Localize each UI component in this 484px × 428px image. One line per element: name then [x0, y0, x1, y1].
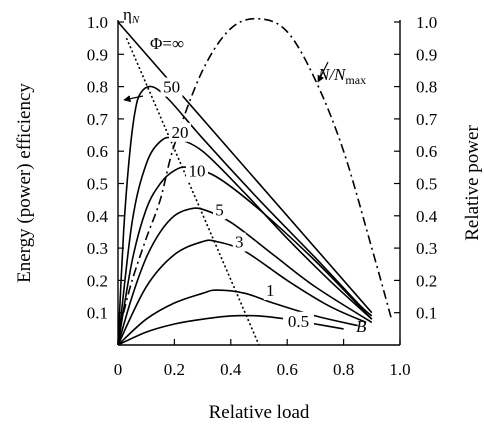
- series-50: [117, 85, 373, 346]
- y-tick-label-right: 0.5: [416, 175, 437, 194]
- phi-infinity-label: Φ=∞: [150, 34, 184, 53]
- curve-label-bg: [263, 281, 277, 301]
- y-ticks-left: 0.1 0.2 0.3 0.4 0.5 0.6 0.7 0.8 0.9 1.0: [87, 13, 124, 323]
- curve-label-50: 50: [163, 78, 180, 97]
- x-ticks: 0 0.2 0.4 0.6 0.8 1.0: [114, 339, 411, 379]
- curve-label-0-5: 0.5: [288, 312, 309, 331]
- series-layer: [117, 17, 393, 346]
- y-tick-label-left: 0.4: [87, 207, 109, 226]
- y-tick-label-right: 1.0: [416, 13, 437, 32]
- relative-power-arrow: [317, 61, 329, 83]
- y-tick-label-right: 0.7: [416, 110, 438, 129]
- series-1: [117, 289, 358, 346]
- y-axis-title-left: Energy (power) efficiency: [14, 83, 35, 283]
- y-tick-label-right: 0.8: [416, 78, 437, 97]
- y-tick-label-left: 0.6: [87, 142, 108, 161]
- y-axis-title-right: Relative power: [462, 125, 483, 241]
- curve-label-bg: [213, 200, 227, 220]
- curve-label-10: 10: [188, 162, 205, 181]
- fifty-curve-arrow: [123, 95, 144, 103]
- x-axis-title: Relative load: [209, 402, 310, 423]
- curve-label-bg: [232, 232, 246, 252]
- curve-label-bg: [169, 122, 192, 142]
- y-tick-label-right: 0.2: [416, 271, 437, 290]
- x-tick-label: 1.0: [389, 360, 410, 379]
- curve-label-bg: [282, 311, 314, 331]
- curve-label-5: 5: [215, 200, 224, 219]
- series-n: [125, 37, 260, 346]
- y-tick-label-left: 0.5: [87, 175, 108, 194]
- y-tick-label-left: 0.7: [87, 110, 109, 129]
- curve-label-20: 20: [172, 123, 189, 142]
- y-tick-label-left: 0.9: [87, 45, 108, 64]
- y-tick-label-left: 0.2: [87, 271, 108, 290]
- eta-n-label: ηN: [123, 5, 140, 26]
- y-tick-label-left: 0.8: [87, 78, 108, 97]
- y-tick-label-left: 1.0: [87, 13, 108, 32]
- series-n-n-max: [122, 17, 393, 320]
- y-tick-label-right: 0.9: [416, 45, 437, 64]
- point-b-label: B: [356, 317, 367, 336]
- y-tick-label-left: 0.3: [87, 239, 108, 258]
- x-tick-label: 0.2: [164, 360, 185, 379]
- series-3: [117, 239, 367, 346]
- npow-sub: max: [345, 73, 366, 87]
- y-tick-label-right: 0.1: [416, 304, 437, 323]
- curve-label-1: 1: [266, 281, 275, 300]
- series-5: [117, 207, 373, 346]
- x-tick-label: 0.4: [220, 360, 242, 379]
- series-x: [117, 21, 373, 314]
- curve-labels: 50 20 10 53 1 0.5: [160, 77, 314, 331]
- y-ticks-right: 0.1 0.2 0.3 0.4 0.5 0.6 0.7 0.8 0.9 1.0: [394, 13, 438, 323]
- x-tick-label: 0.6: [277, 360, 298, 379]
- curve-label-bg: [185, 161, 208, 181]
- curve-label-bg: [160, 77, 183, 97]
- series-10: [117, 166, 373, 346]
- x-tick-label: 0: [114, 360, 123, 379]
- x-tick-label: 0.8: [333, 360, 354, 379]
- eta-n-sub: N: [131, 14, 140, 26]
- y-tick-label-right: 0.4: [416, 207, 438, 226]
- curve-label-3: 3: [235, 233, 244, 252]
- y-tick-label-left: 0.1: [87, 304, 108, 323]
- eta-n-main: η: [123, 5, 132, 24]
- y-tick-label-right: 0.6: [416, 142, 437, 161]
- y-tick-label-right: 0.3: [416, 239, 437, 258]
